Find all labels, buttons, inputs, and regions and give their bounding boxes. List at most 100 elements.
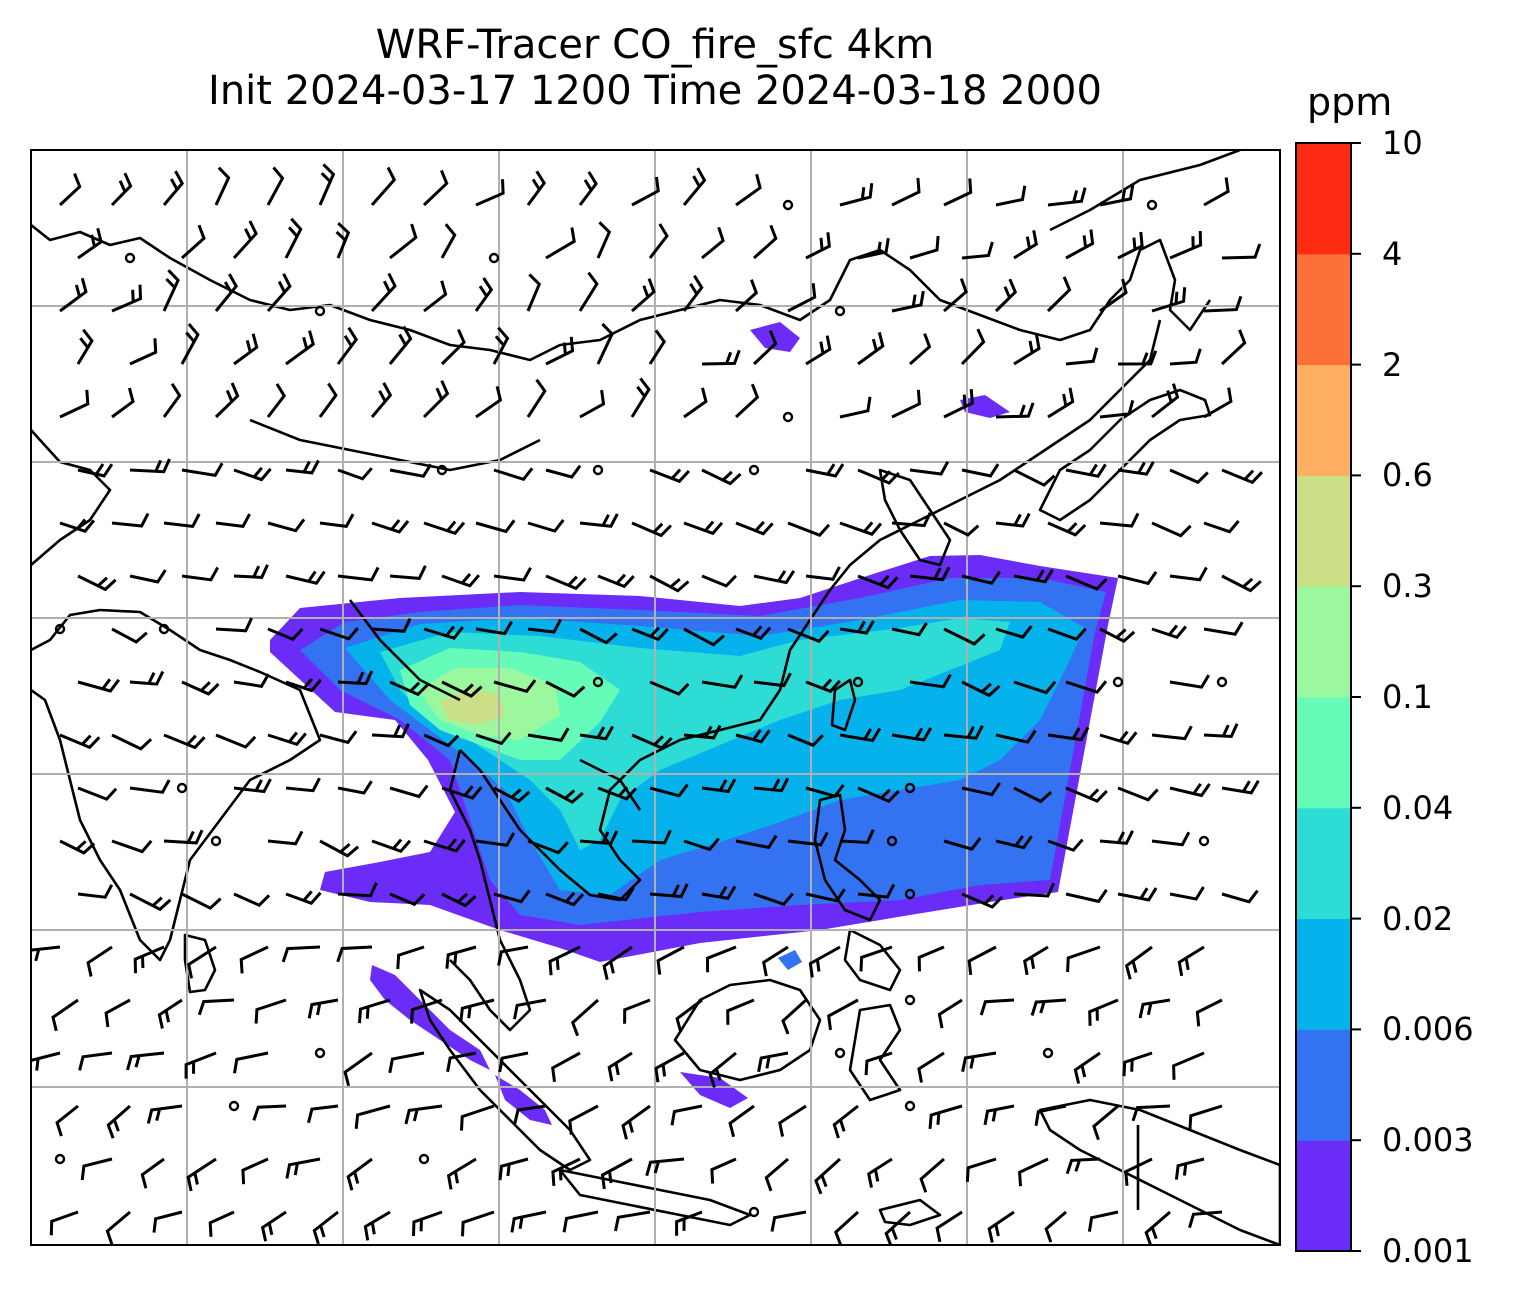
- wind-barb: [388, 1051, 425, 1074]
- wind-barb: [1188, 1210, 1223, 1229]
- wind-calm-circle: [1112, 676, 1124, 688]
- wind-barb: [1203, 177, 1230, 207]
- wind-barb: [396, 945, 425, 970]
- wind-barb: [787, 733, 824, 748]
- colorbar-segment: [1296, 475, 1351, 587]
- wind-barb: [607, 1051, 633, 1082]
- wind-barb: [180, 224, 206, 260]
- wind-calm-circle: [834, 305, 846, 317]
- wind-barb: [545, 227, 576, 260]
- coast-timor: [878, 1198, 942, 1227]
- wind-barb: [77, 463, 114, 478]
- wind-barb: [1013, 786, 1053, 804]
- wind-barb: [710, 1157, 737, 1184]
- wind-barb: [346, 1157, 373, 1191]
- wind-barb: [551, 1157, 581, 1187]
- wind-barb: [909, 460, 950, 476]
- wind-barb: [423, 838, 466, 853]
- wind-barb: [649, 883, 689, 899]
- wind-barb: [675, 1210, 703, 1236]
- wind-barb: [475, 386, 503, 419]
- wind-barb: [545, 336, 575, 366]
- wind-barb: [1044, 1210, 1067, 1243]
- wind-barb: [412, 1210, 443, 1237]
- wind-barb: [1221, 574, 1262, 593]
- wind-barb: [961, 1051, 997, 1073]
- wind-barb: [371, 617, 412, 633]
- wind-barb: [1172, 1051, 1205, 1080]
- wind-barb: [961, 570, 1001, 585]
- wind-calm-circle: [834, 1047, 846, 1059]
- colorbar-tick-label: 0.02: [1382, 899, 1454, 938]
- wind-barb: [59, 839, 96, 855]
- wind-barb: [943, 178, 973, 207]
- wind-barb: [1065, 347, 1099, 366]
- wind-barb: [943, 627, 986, 646]
- wind-barb: [545, 786, 584, 804]
- wind-barb: [267, 830, 304, 846]
- wind-barb: [1073, 1051, 1101, 1084]
- wind-barb: [682, 274, 704, 312]
- wind-barb: [371, 519, 410, 534]
- wind-barb: [1117, 887, 1158, 902]
- wind-barb: [422, 169, 449, 207]
- wind-barb: [241, 1157, 269, 1185]
- wind-barb: [675, 998, 703, 1033]
- wind-barb: [140, 1157, 165, 1189]
- colorbar-segment: [1296, 807, 1351, 920]
- wind-barb: [49, 1210, 79, 1236]
- wind-barb: [701, 468, 742, 486]
- wind-barb: [129, 458, 171, 474]
- wind-barb: [839, 829, 875, 845]
- wind-calm-circle: [904, 782, 916, 794]
- colorbar-tick-label: 0.3: [1382, 567, 1433, 606]
- wind-barb: [943, 521, 980, 537]
- colorbar-segment: [1296, 364, 1351, 476]
- wind-barb: [670, 1104, 703, 1126]
- wind-barb: [1065, 786, 1108, 803]
- wind-barb: [510, 1210, 547, 1233]
- wind-barb: [884, 1210, 912, 1245]
- wind-barb: [260, 1210, 287, 1242]
- wind-calm-circle: [748, 464, 760, 476]
- wind-barb: [864, 1051, 893, 1076]
- wind-barb: [597, 786, 638, 801]
- wind-barb: [78, 1051, 113, 1071]
- wind-barb: [726, 998, 755, 1025]
- wind-barb: [423, 280, 448, 313]
- wind-barb: [631, 278, 656, 313]
- wind-barb: [753, 777, 790, 793]
- wind-barb: [389, 784, 429, 799]
- coast-indochina: [448, 749, 532, 1032]
- wind-barb: [1047, 627, 1087, 641]
- wind-barb: [1195, 998, 1223, 1027]
- wind-barb: [832, 1104, 859, 1139]
- wind-barb: [867, 1157, 893, 1188]
- wind-barb: [526, 273, 542, 312]
- wind-barb: [1221, 243, 1262, 260]
- wind-barb: [701, 885, 737, 901]
- wind-barb: [126, 1051, 165, 1071]
- wind-barb: [1099, 184, 1135, 207]
- wind-barb: [987, 1210, 1015, 1243]
- wind-barb: [1188, 1104, 1223, 1130]
- wind-barb: [701, 674, 744, 689]
- wind-barb: [163, 733, 206, 750]
- wind-barb: [891, 177, 921, 207]
- wind-barb: [77, 574, 117, 592]
- wind-barb: [805, 888, 846, 903]
- wind-barb: [683, 837, 720, 852]
- wind-barb: [805, 232, 831, 260]
- wind-barb: [631, 733, 673, 750]
- wind-barb: [631, 829, 672, 845]
- wind-barb: [579, 627, 618, 645]
- wind-barb: [354, 1104, 391, 1129]
- wind-barb: [839, 727, 882, 743]
- wind-barb: [337, 882, 378, 898]
- wind-barb: [266, 166, 285, 206]
- wind-barb: [943, 837, 982, 851]
- wind-barb: [1034, 1104, 1067, 1126]
- plume-north-lake: [750, 322, 800, 352]
- wind-barb: [805, 463, 845, 478]
- wind-barb: [526, 170, 547, 206]
